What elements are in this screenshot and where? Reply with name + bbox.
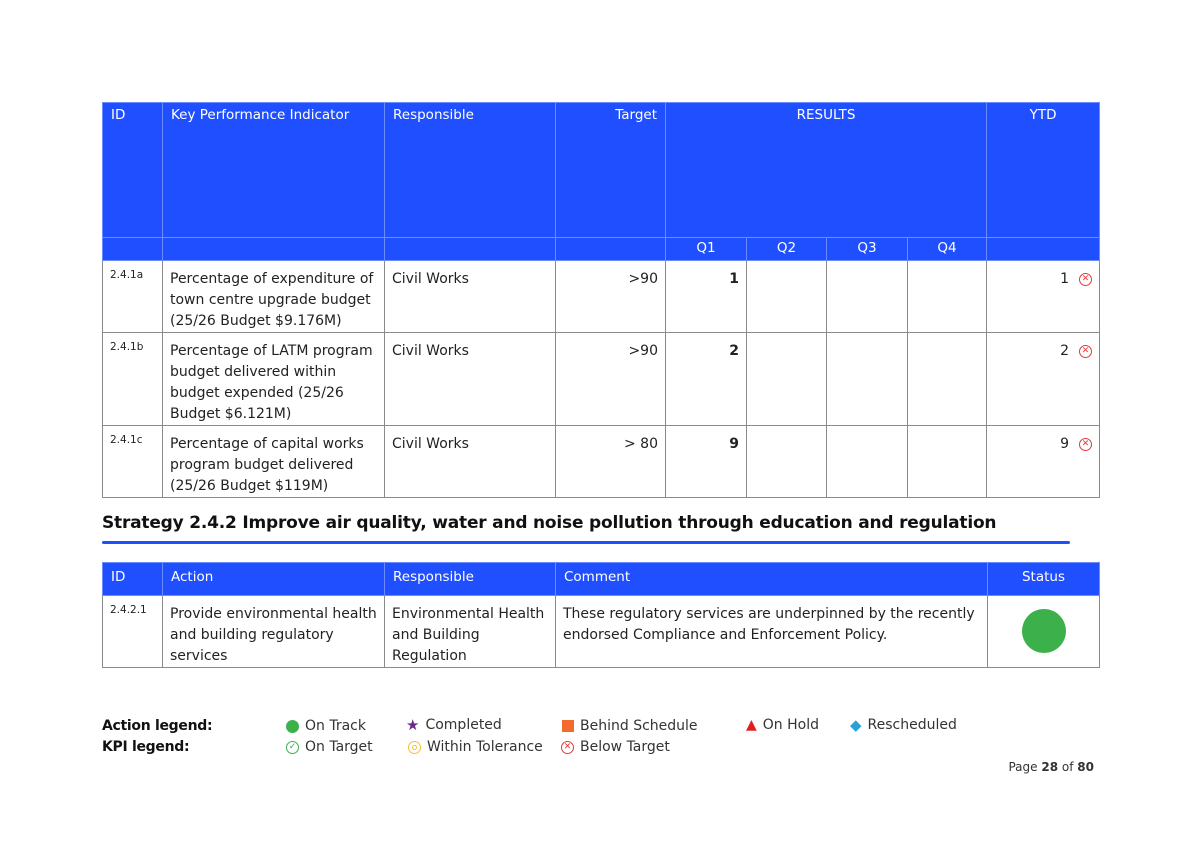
- legend-label: On Hold: [762, 717, 819, 733]
- red-x-circle-icon: ✕: [1079, 344, 1093, 358]
- legend-label: Rescheduled: [867, 717, 957, 733]
- page-number: Page 28 of 80: [1008, 760, 1094, 774]
- orange-square-icon: [562, 720, 574, 732]
- header-results: RESULTS: [664, 102, 988, 238]
- kpi-q4: [908, 426, 986, 434]
- page-of: of: [1061, 760, 1074, 774]
- kpi-q2: [747, 333, 826, 341]
- kpi-ytd-value: 1: [1060, 271, 1070, 287]
- action-description: Provide environmental health and buildin…: [170, 606, 377, 664]
- red-x-circle-icon: ✕: [1079, 437, 1093, 451]
- legend-label: Behind Schedule: [580, 718, 698, 734]
- kpi-description: Percentage of capital works program budg…: [170, 436, 364, 494]
- legend-label: On Target: [305, 739, 373, 755]
- kpi-description: Percentage of LATM program budget delive…: [170, 343, 373, 422]
- kpi-q1: 9: [729, 436, 739, 452]
- action-header-id: ID: [102, 562, 163, 596]
- legend-label: On Track: [305, 718, 366, 734]
- legend-below-target: ✕ Below Target: [561, 739, 670, 755]
- action-responsible: Environmental Health and Building Regula…: [392, 606, 545, 664]
- green-circle-icon: [286, 719, 299, 733]
- action-header-status: Status: [987, 562, 1100, 596]
- legend-rescheduled: ◆ Rescheduled: [850, 717, 957, 733]
- header-q1: Q1: [665, 237, 747, 261]
- legend-on-track: On Track: [286, 718, 366, 734]
- header-blank: [384, 237, 556, 261]
- table-row: 2.4.1c Percentage of capital works progr…: [102, 425, 1101, 498]
- header-blank: [162, 237, 385, 261]
- red-x-circle-icon: ✕: [561, 740, 574, 754]
- legend-behind-schedule: Behind Schedule: [562, 718, 698, 734]
- action-id: 2.4.2.1: [110, 604, 147, 616]
- action-legend-label: Action legend:: [102, 718, 213, 734]
- green-check-circle-icon: ✓: [286, 740, 299, 754]
- kpi-ytd-value: 9: [1060, 436, 1070, 452]
- kpi-ytd: 2 ✕: [987, 333, 1099, 362]
- kpi-q3: [827, 426, 907, 434]
- action-header-comment: Comment: [555, 562, 988, 596]
- header-blank: [986, 237, 1101, 261]
- action-table: ID Action Responsible Comment Status 2.4…: [102, 562, 1100, 668]
- header-q4: Q4: [906, 237, 988, 261]
- kpi-ytd-value: 2: [1060, 343, 1070, 359]
- action-header-responsible: Responsible: [384, 562, 556, 596]
- strategy-heading: Strategy 2.4.2 Improve air quality, wate…: [102, 513, 997, 533]
- yellow-target-icon: [408, 740, 421, 754]
- kpi-legend-label: KPI legend:: [102, 739, 190, 755]
- legend-label: Within Tolerance: [427, 739, 543, 755]
- page-current: 28: [1041, 760, 1059, 774]
- kpi-target: > 80: [624, 436, 658, 452]
- header-id: ID: [102, 102, 163, 238]
- action-comment: These regulatory services are underpinne…: [563, 606, 975, 643]
- kpi-q2: [747, 261, 826, 269]
- header-responsible: Responsible: [384, 102, 556, 238]
- legend-within-tolerance: Within Tolerance: [408, 739, 543, 755]
- header-target: Target: [555, 102, 666, 238]
- kpi-q1: 1: [729, 271, 739, 287]
- kpi-ytd: 1 ✕: [987, 261, 1099, 290]
- kpi-q3: [827, 261, 907, 269]
- header-ytd: YTD: [986, 102, 1101, 238]
- header-q2: Q2: [746, 237, 827, 261]
- kpi-id: 2.4.1a: [110, 269, 144, 281]
- legend-label: Completed: [425, 717, 502, 733]
- kpi-id: 2.4.1b: [110, 341, 144, 353]
- blue-diamond-icon: ◆: [850, 715, 862, 734]
- red-triangle-icon: ▲: [746, 716, 757, 733]
- kpi-id: 2.4.1c: [110, 434, 143, 446]
- purple-star-icon: ★: [406, 715, 420, 734]
- kpi-responsible: Civil Works: [392, 343, 469, 359]
- page-total: 80: [1077, 760, 1094, 774]
- kpi-q1: 2: [729, 343, 739, 359]
- kpi-q4: [908, 261, 986, 269]
- header-kpi: Key Performance Indicator: [162, 102, 385, 238]
- kpi-responsible: Civil Works: [392, 271, 469, 287]
- kpi-target: >90: [628, 271, 658, 287]
- kpi-responsible: Civil Works: [392, 436, 469, 452]
- legend-label: Below Target: [580, 739, 670, 755]
- page-prefix: Page: [1008, 760, 1038, 774]
- heading-underline: [102, 541, 1070, 544]
- on-track-status-icon: [1021, 608, 1066, 653]
- kpi-table: ID Key Performance Indicator Responsible…: [102, 102, 1101, 498]
- table-row: 2.4.2.1 Provide environmental health and…: [102, 595, 1100, 668]
- kpi-ytd: 9 ✕: [987, 426, 1099, 455]
- header-blank: [555, 237, 666, 261]
- kpi-q4: [908, 333, 986, 341]
- legend-completed: ★ Completed: [406, 717, 502, 733]
- kpi-q3: [827, 333, 907, 341]
- kpi-description: Percentage of expenditure of town centre…: [170, 271, 374, 329]
- legend-on-hold: ▲ On Hold: [746, 717, 819, 733]
- action-header-action: Action: [162, 562, 385, 596]
- table-row: 2.4.1b Percentage of LATM program budget…: [102, 332, 1101, 426]
- red-x-circle-icon: ✕: [1079, 272, 1093, 286]
- kpi-q2: [747, 426, 826, 434]
- table-row: 2.4.1a Percentage of expenditure of town…: [102, 260, 1101, 333]
- legend-on-target: ✓ On Target: [286, 739, 373, 755]
- kpi-target: >90: [628, 343, 658, 359]
- header-q3: Q3: [826, 237, 908, 261]
- header-blank: [102, 237, 163, 261]
